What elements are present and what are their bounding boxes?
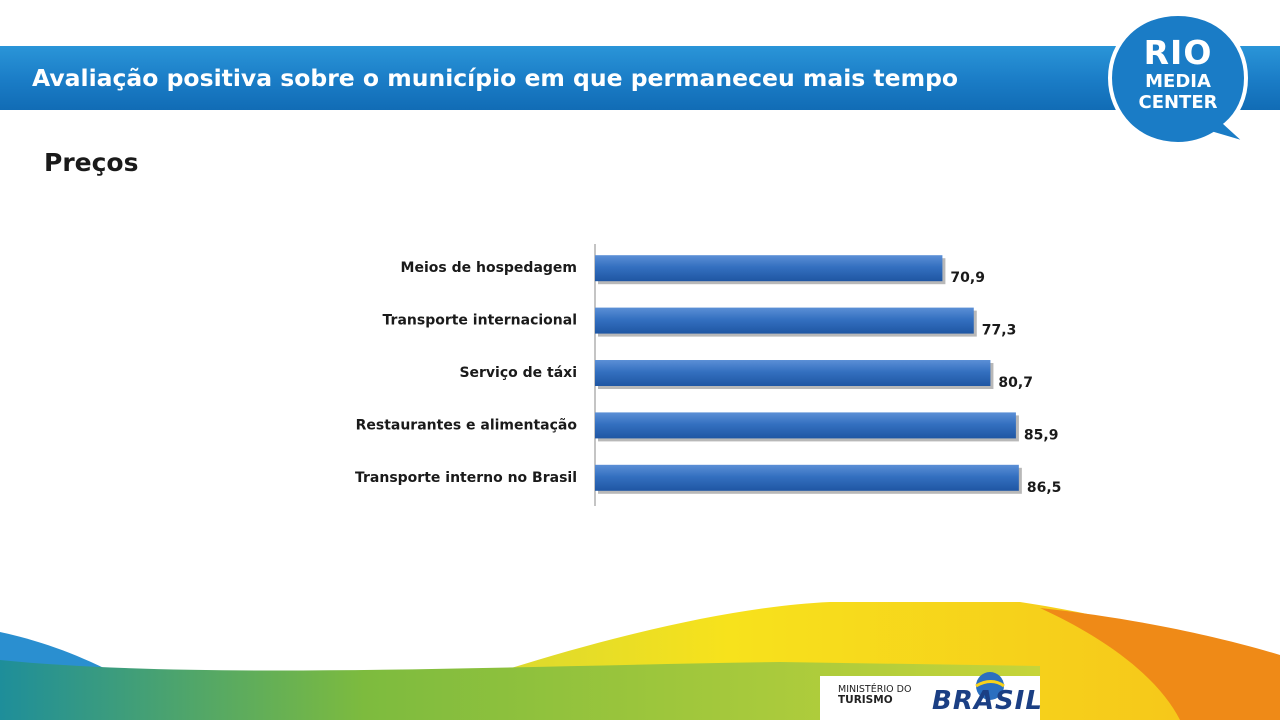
bar-value-label: 86,5 [1027,480,1062,496]
page-title: Avaliação positiva sobre o município em … [32,64,959,92]
bar-value-label: 77,3 [982,323,1017,339]
bar-value-label: 85,9 [1024,427,1059,443]
logo-center-text: CENTER [1138,92,1218,113]
category-label: Meios de hospedagem [401,260,577,276]
rio-media-center-logo: RIO MEDIA CENTER [1098,6,1258,156]
title-banner [0,46,1280,110]
bar [595,412,1016,439]
bar-value-label: 70,9 [950,270,985,286]
brasil-globe-icon [976,672,1004,700]
wave-orange [1040,608,1280,720]
logo-media-text: MEDIA [1145,71,1211,92]
category-label: Restaurantes e alimentação [356,417,578,433]
logo-rio-text: RIO [1143,33,1213,72]
logo-badge-shape [1107,11,1250,147]
brasil-globe-band [975,680,1005,688]
brasil-logo-text: BRASIL [932,686,1043,716]
ministerio-line1: MINISTÉRIO DO [838,684,912,695]
bar [595,255,943,282]
footer-waves [0,602,1280,720]
category-label: Serviço de táxi [459,365,577,381]
bar-value-label: 80,7 [998,375,1033,391]
section-subtitle: Preços [44,148,139,177]
bar [595,307,974,334]
category-label: Transporte internacional [383,313,577,329]
wave-green [0,660,1040,720]
bar [595,464,1019,491]
bar [595,360,991,386]
category-label: Transporte interno no Brasil [355,470,577,486]
ministerio-line2: TURISMO [838,694,893,706]
ministerio-turismo-logo: MINISTÉRIO DO TURISMO [838,684,911,706]
